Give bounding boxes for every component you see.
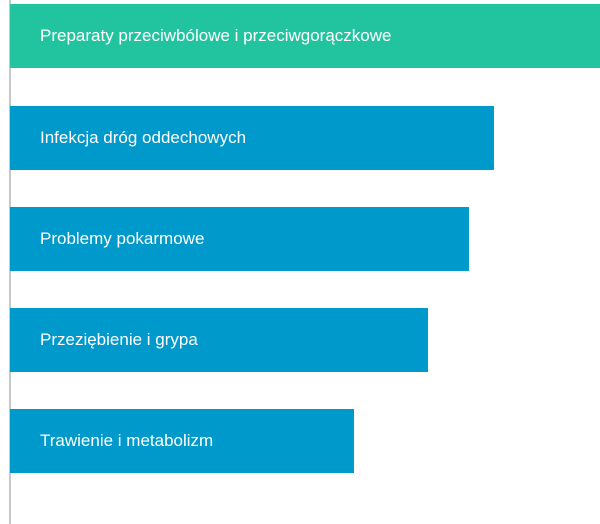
menu-item[interactable]: Infekcja dróg oddechowych [10, 106, 494, 170]
menu-item[interactable]: Przeziębienie i grypa [10, 308, 428, 372]
menu-item[interactable]: Preparaty przeciwbólowe i przeciwgorączk… [10, 4, 600, 68]
menu-item[interactable]: Trawienie i metabolizm [10, 409, 354, 473]
menu-item[interactable]: Problemy pokarmowe [10, 207, 469, 271]
